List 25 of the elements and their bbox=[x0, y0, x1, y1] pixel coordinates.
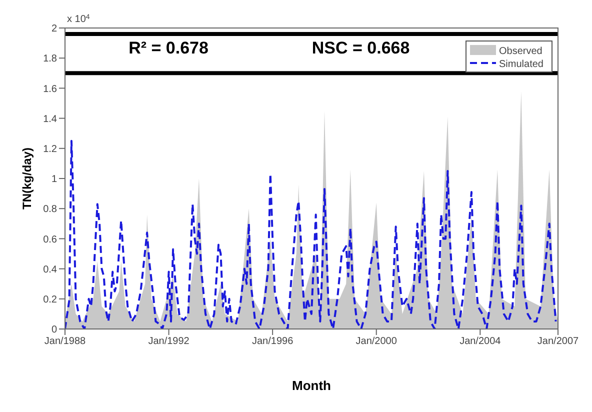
legend-label: Observed bbox=[499, 46, 542, 57]
line-series bbox=[65, 140, 557, 329]
y-tick-label: 0 bbox=[51, 324, 58, 336]
y-axis-title: TN(kg/day) bbox=[20, 147, 34, 210]
text: x 10$^{4}$ bbox=[67, 14, 90, 25]
y-tick-label: 0.2 bbox=[43, 294, 58, 306]
y-tick-label: 1.2 bbox=[43, 144, 58, 155]
x-tick-label: Jan/1988 bbox=[44, 336, 86, 348]
x-tick-label: Jan/2000 bbox=[356, 336, 398, 348]
legend-label: Simulated bbox=[499, 59, 544, 70]
x-axis-title: Month bbox=[292, 378, 332, 393]
y-tick-label: 1.4 bbox=[43, 114, 58, 125]
y-tick-label: 0.4 bbox=[43, 264, 58, 276]
y-tick-label: 1.6 bbox=[43, 84, 58, 95]
annotation: NSC = 0.668 bbox=[312, 38, 410, 58]
x-tick-label: Jan/2004 bbox=[460, 336, 502, 348]
y-tick-label: 0.8 bbox=[43, 204, 58, 216]
x-tick-label: Jan/2007 bbox=[537, 336, 580, 348]
y-tick-label: 1 bbox=[51, 174, 58, 186]
y-tick-label: 0.6 bbox=[43, 234, 58, 246]
annotation: R² = 0.678 bbox=[128, 38, 208, 58]
x-tick-label: Jan/1992 bbox=[148, 336, 190, 348]
y-tick-label: 2 bbox=[51, 24, 58, 35]
x-tick-label: Jan/1996 bbox=[252, 336, 294, 348]
y-tick-label: 1.8 bbox=[43, 54, 58, 65]
